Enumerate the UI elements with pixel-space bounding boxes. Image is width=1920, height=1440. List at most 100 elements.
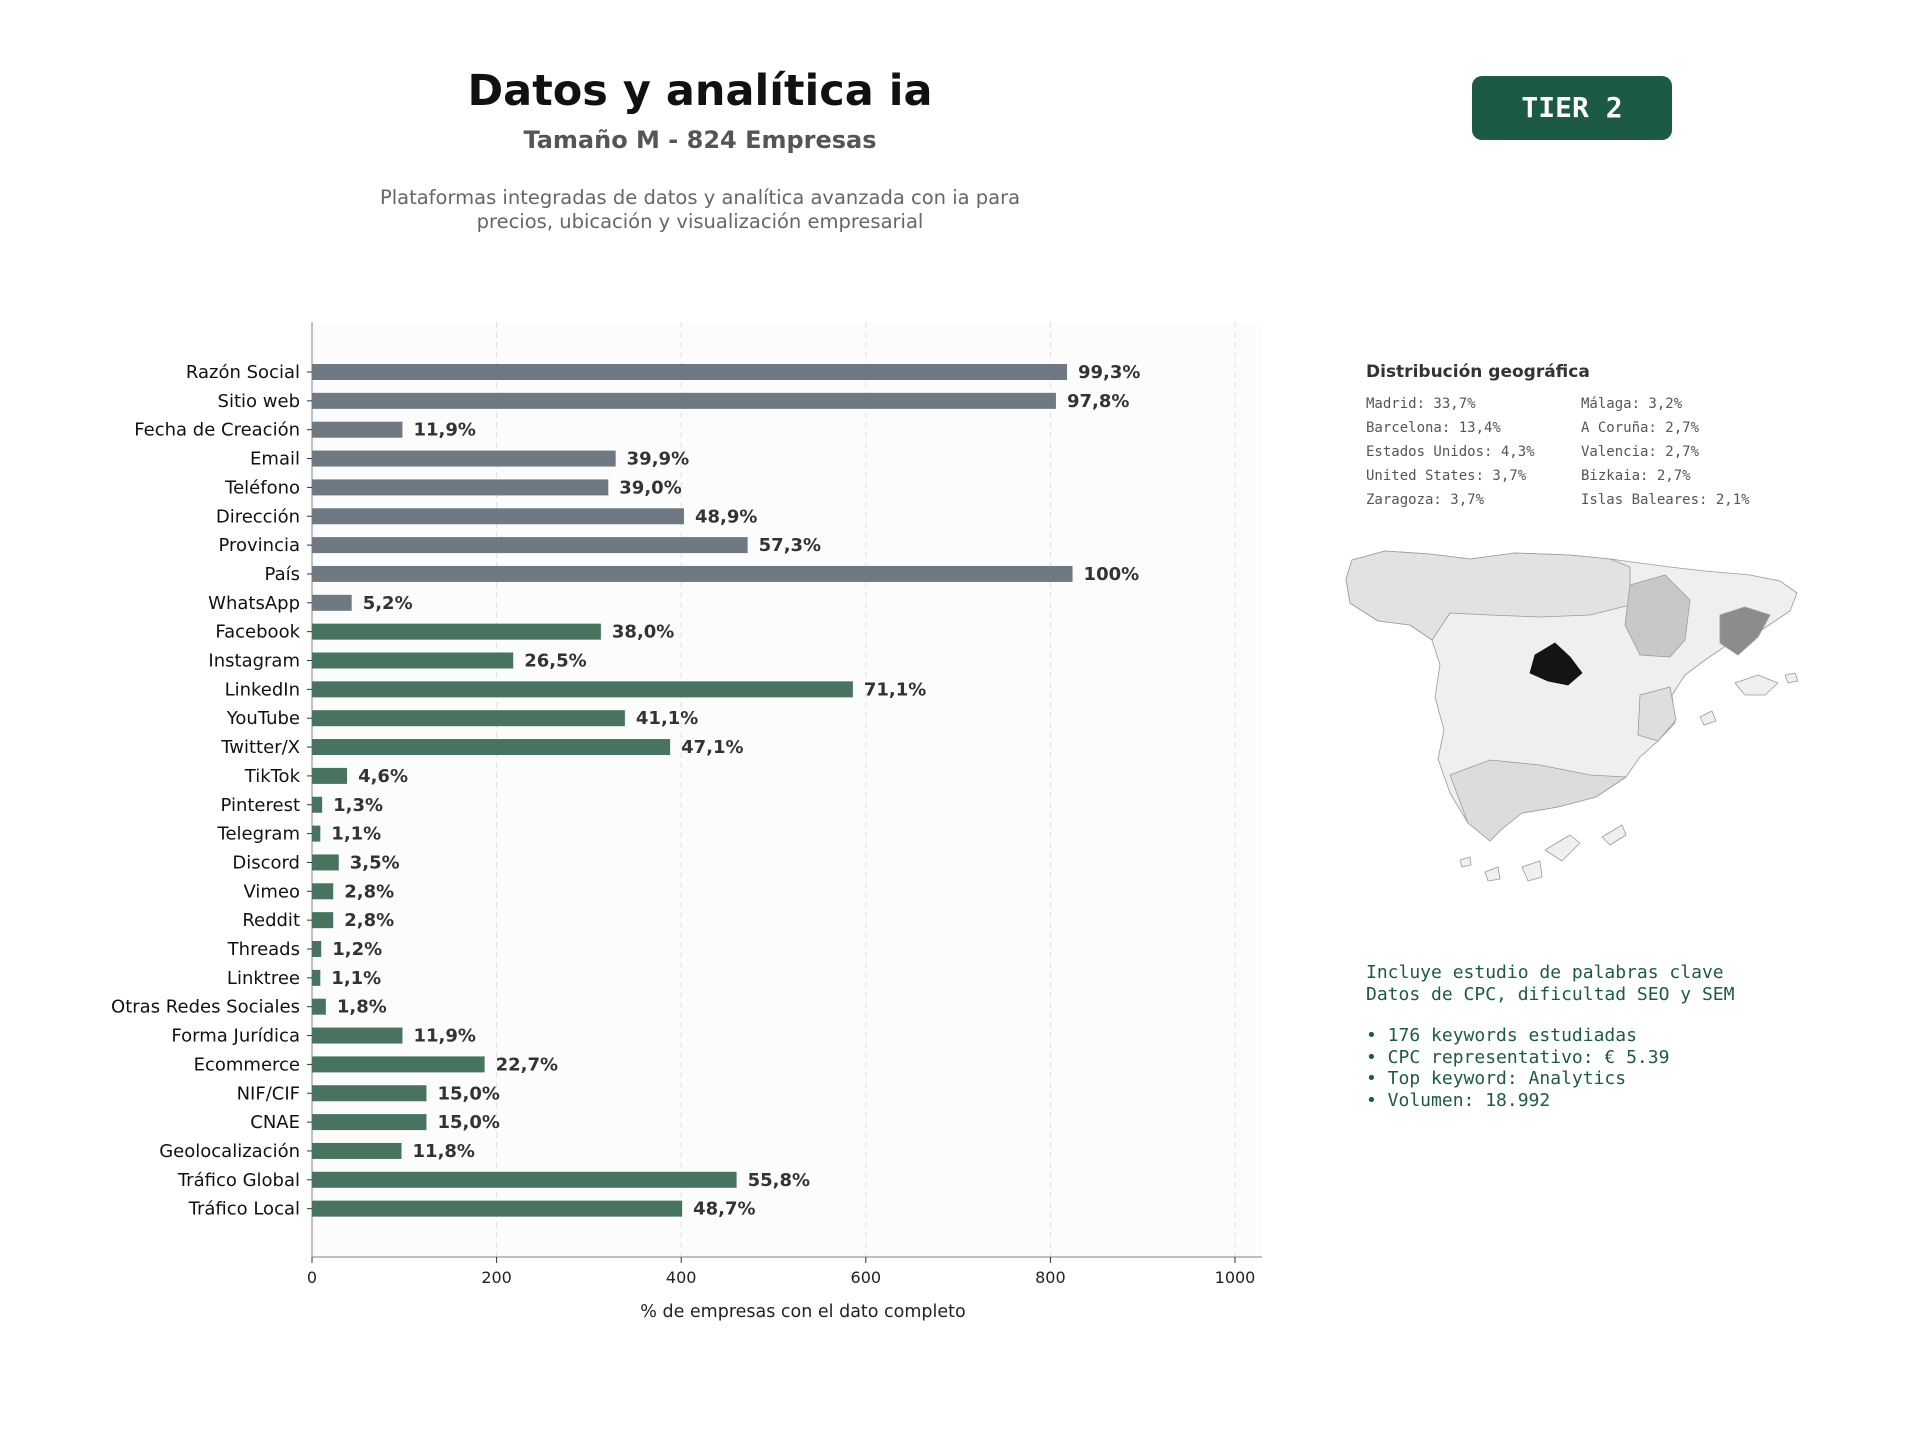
description-line-1: Plataformas integradas de datos y analít… — [379, 186, 1021, 209]
bar — [312, 767, 348, 784]
bar — [312, 710, 625, 727]
geo-item: A Coruña: 2,7% — [1581, 420, 1700, 436]
value-label: 57,3% — [759, 535, 821, 556]
value-label: 71,1% — [864, 679, 926, 700]
category-label: País — [265, 564, 300, 585]
category-label: Pinterest — [220, 795, 300, 816]
map-region-andalusia — [1449, 759, 1627, 842]
bar — [312, 1085, 427, 1102]
value-label: 1,8% — [337, 997, 387, 1018]
category-label: Linktree — [227, 968, 300, 989]
value-label: 22,7% — [496, 1054, 558, 1075]
bar — [312, 854, 339, 871]
category-label: Discord — [232, 852, 300, 873]
category-label: Razón Social — [186, 362, 300, 383]
value-label: 15,0% — [437, 1083, 499, 1104]
map-region-balearic-1 — [1734, 674, 1779, 696]
value-label: 11,8% — [413, 1141, 475, 1162]
bar — [312, 1142, 402, 1159]
bar — [312, 1027, 403, 1044]
geo-item: Valencia: 2,7% — [1581, 444, 1700, 460]
category-label: Vimeo — [243, 881, 300, 902]
x-tick-label: 1000 — [1215, 1268, 1256, 1287]
value-label: 1,3% — [333, 795, 383, 816]
x-tick-label: 400 — [666, 1268, 697, 1287]
category-label: Tráfico Global — [177, 1170, 300, 1191]
value-label: 2,8% — [344, 910, 394, 931]
category-label: Fecha de Creación — [134, 420, 300, 441]
value-label: 39,0% — [619, 477, 681, 498]
category-label: Provincia — [218, 535, 300, 556]
bar — [312, 421, 403, 438]
map-region-canary-5 — [1601, 824, 1627, 846]
bar — [312, 681, 853, 698]
value-label: 3,5% — [350, 852, 400, 873]
map-region-canary-1 — [1544, 834, 1581, 862]
plot-area — [312, 322, 1262, 1257]
category-label: Facebook — [215, 622, 300, 643]
category-label: LinkedIn — [225, 679, 300, 700]
value-label: 38,0% — [612, 622, 674, 643]
x-tick-label: 0 — [307, 1268, 317, 1287]
bar — [312, 796, 323, 813]
geo-item: Madrid: 33,7% — [1366, 396, 1476, 412]
category-label: Dirección — [216, 506, 300, 527]
bar — [312, 969, 321, 986]
geo-item: Estados Unidos: 4,3% — [1366, 444, 1535, 460]
keyword-bullet: • CPC representativo: € 5.39 — [1366, 1046, 1670, 1068]
value-label: 4,6% — [358, 766, 408, 787]
map-region-madrid — [1529, 642, 1583, 686]
value-label: 11,9% — [413, 1026, 475, 1047]
keywords-line-2: Datos de CPC, dificultad SEO y SEM — [1366, 983, 1735, 1005]
value-label: 5,2% — [363, 593, 413, 614]
bar — [312, 825, 321, 842]
spain-map — [1345, 550, 1799, 882]
value-label: 97,8% — [1067, 391, 1129, 412]
category-label: Threads — [227, 939, 300, 960]
category-label: Forma Jurídica — [171, 1026, 300, 1047]
value-label: 47,1% — [681, 737, 743, 758]
keywords-line-1: Incluye estudio de palabras clave — [1366, 962, 1724, 983]
bar — [312, 508, 684, 525]
map-region-aragon — [1624, 574, 1691, 658]
map-region-catalonia-east — [1719, 606, 1771, 656]
bar — [312, 364, 1068, 380]
bar — [312, 998, 326, 1015]
x-tick-label: 600 — [851, 1268, 882, 1287]
bar — [312, 1171, 737, 1188]
geo-panel: Distribución geográfica Madrid: 33,7% Má… — [1366, 362, 1886, 508]
keyword-bullet: • Top keyword: Analytics — [1366, 1068, 1627, 1089]
bar — [312, 623, 601, 640]
map-region-north — [1345, 550, 1631, 641]
value-label: 41,1% — [636, 708, 698, 729]
geo-item: Barcelona: 13,4% — [1366, 420, 1501, 436]
category-label: YouTube — [226, 708, 300, 729]
bar — [312, 594, 352, 611]
x-tick-label: 200 — [481, 1268, 512, 1287]
category-label: Telegram — [217, 824, 300, 845]
geo-item: Zaragoza: 3,7% — [1366, 492, 1485, 508]
x-axis-label: % de empresas con el dato completo — [640, 1302, 965, 1322]
bar — [312, 652, 514, 669]
category-label: Reddit — [242, 910, 300, 931]
bar — [312, 912, 334, 929]
description-line-2: precios, ubicación y visualización empre… — [476, 210, 924, 233]
value-label: 11,9% — [413, 420, 475, 441]
map-region-canary-3 — [1484, 866, 1501, 882]
geo-item: United States: 3,7% — [1366, 468, 1527, 484]
value-label: 1,1% — [331, 824, 381, 845]
value-label: 1,2% — [332, 939, 382, 960]
map-region-balearic-2 — [1784, 672, 1799, 684]
category-label: Twitter/X — [220, 737, 300, 758]
bar — [312, 1114, 427, 1131]
page-title: Datos y analítica ia — [467, 66, 933, 116]
value-label: 48,9% — [695, 506, 757, 527]
map-region-balearic-3 — [1699, 710, 1717, 726]
category-label: Instagram — [208, 651, 300, 672]
value-label: 55,8% — [748, 1170, 810, 1191]
page-description: Plataformas integradas de datos y analít… — [300, 186, 1100, 234]
bar — [312, 537, 748, 554]
x-tick-label: 800 — [1035, 1268, 1066, 1287]
bar — [312, 479, 609, 496]
value-label: 2,8% — [344, 881, 394, 902]
